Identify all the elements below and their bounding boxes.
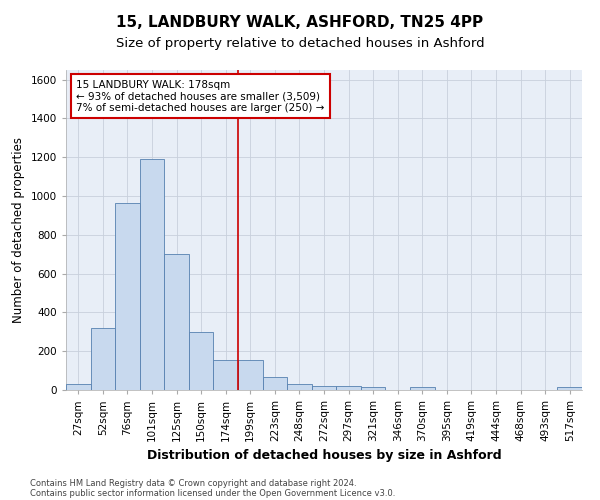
Bar [336, 386, 361, 390]
Y-axis label: Number of detached properties: Number of detached properties [12, 137, 25, 323]
Bar [410, 387, 434, 390]
Bar [140, 159, 164, 390]
Text: 15, LANDBURY WALK, ASHFORD, TN25 4PP: 15, LANDBURY WALK, ASHFORD, TN25 4PP [116, 15, 484, 30]
Bar [189, 332, 214, 390]
Text: Contains public sector information licensed under the Open Government Licence v3: Contains public sector information licen… [30, 488, 395, 498]
Bar [263, 378, 287, 390]
Bar [312, 386, 336, 390]
Bar [115, 203, 140, 390]
X-axis label: Distribution of detached houses by size in Ashford: Distribution of detached houses by size … [146, 450, 502, 462]
Bar [361, 387, 385, 390]
Text: Contains HM Land Registry data © Crown copyright and database right 2024.: Contains HM Land Registry data © Crown c… [30, 478, 356, 488]
Bar [91, 328, 115, 390]
Bar [287, 384, 312, 390]
Bar [66, 384, 91, 390]
Bar [164, 254, 189, 390]
Bar [557, 387, 582, 390]
Text: 15 LANDBURY WALK: 178sqm
← 93% of detached houses are smaller (3,509)
7% of semi: 15 LANDBURY WALK: 178sqm ← 93% of detach… [76, 80, 325, 113]
Text: Size of property relative to detached houses in Ashford: Size of property relative to detached ho… [116, 38, 484, 51]
Bar [214, 360, 238, 390]
Bar [238, 360, 263, 390]
